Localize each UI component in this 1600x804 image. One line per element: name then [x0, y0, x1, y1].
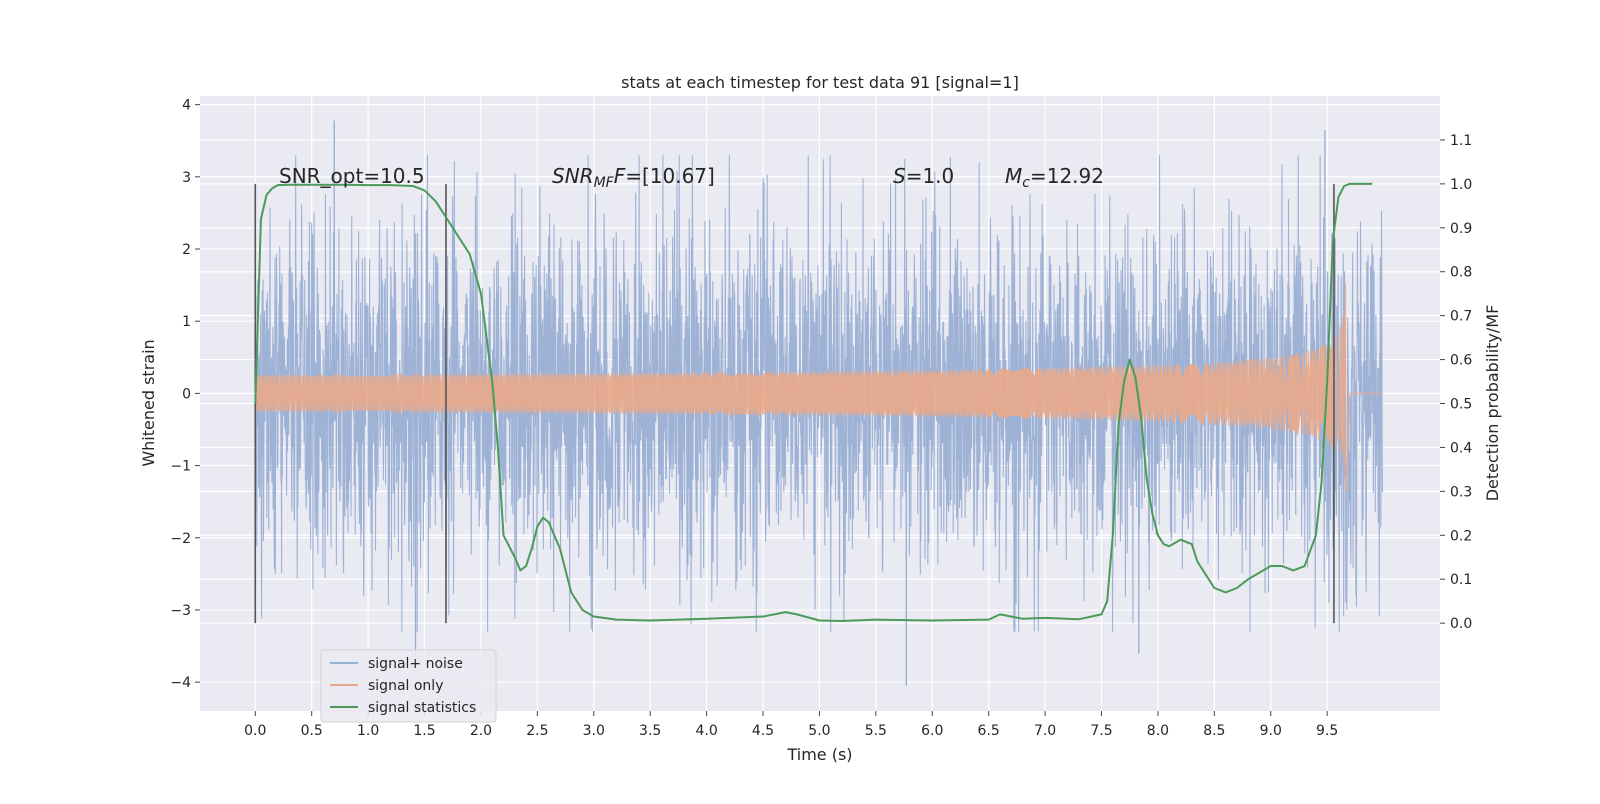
right-y-tick-label: 1.0 — [1450, 177, 1472, 193]
x-tick-label: 8.5 — [1203, 723, 1225, 739]
x-tick-label: 5.5 — [865, 723, 887, 739]
y-tick-label: −4 — [170, 675, 191, 691]
right-y-tick-label: 0.0 — [1450, 616, 1472, 632]
x-tick-label: 3.0 — [583, 723, 605, 739]
legend-label-signal-only: signal only — [368, 678, 443, 694]
x-tick-label: 6.0 — [921, 723, 943, 739]
y-tick-label: −1 — [170, 459, 191, 475]
x-tick-label: 7.0 — [1034, 723, 1056, 739]
y-tick-label: 0 — [182, 386, 191, 402]
legend: signal+ noise signal only signal statist… — [320, 649, 497, 723]
snr-mf-annotation: SNRMFF=[10.67] — [552, 164, 715, 191]
chart-title: stats at each timestep for test data 91 … — [621, 73, 1019, 92]
y-axis-ticks: −4 −3 −2 −1 0 1 2 3 4 — [170, 98, 200, 691]
mc-subscript: c — [1022, 175, 1030, 191]
right-y-tick-label: 0.1 — [1450, 572, 1472, 588]
vertical-markers — [254, 183, 1335, 624]
y-axis-label: Whitened strain — [139, 339, 158, 466]
right-y-tick-label: 0.3 — [1450, 484, 1472, 500]
x-tick-label: 5.0 — [808, 723, 830, 739]
x-tick-label: 2.5 — [526, 723, 548, 739]
x-tick-label: 2.0 — [470, 723, 492, 739]
legend-box — [320, 649, 497, 723]
y-tick-label: 3 — [182, 170, 191, 186]
right-y-tick-label: 0.4 — [1450, 440, 1472, 456]
legend-label-signal-noise: signal+ noise — [368, 656, 463, 672]
y-tick-label: −3 — [170, 603, 191, 619]
right-y-axis-ticks: 0.0 0.1 0.2 0.3 0.4 0.5 0.6 0.7 0.8 0.9 1.0 1.1 — [1440, 133, 1472, 632]
right-y-tick-label: 1.1 — [1450, 133, 1472, 149]
right-y-tick-label: 0.6 — [1450, 353, 1472, 369]
legend-label-signal-statistics: signal statistics — [368, 700, 476, 716]
x-tick-label: 1.0 — [357, 723, 379, 739]
x-tick-label: 7.5 — [1090, 723, 1112, 739]
x-tick-label: 9.5 — [1316, 723, 1338, 739]
x-tick-label: 4.0 — [695, 723, 717, 739]
snr-mf-value: =[10.67] — [625, 164, 715, 188]
x-tick-label: 6.5 — [978, 723, 1000, 739]
signal-only-series — [254, 283, 1383, 493]
right-y-tick-label: 0.5 — [1450, 397, 1472, 413]
snr-mf-f: F — [614, 164, 626, 188]
mc-annotation: Mc=12.92 — [1005, 164, 1104, 191]
mc-value: =12.92 — [1030, 164, 1104, 188]
s-value: =1.0 — [906, 164, 955, 188]
x-tick-label: 9.0 — [1260, 723, 1282, 739]
x-tick-label: 8.0 — [1147, 723, 1169, 739]
x-tick-label: 0.0 — [244, 723, 266, 739]
signal-only-line — [254, 283, 1383, 493]
x-tick-label: 4.5 — [752, 723, 774, 739]
y-tick-label: 4 — [182, 98, 191, 114]
signal-statistics-line — [254, 182, 1373, 622]
right-y-tick-label: 0.9 — [1450, 221, 1472, 237]
x-tick-label: 0.5 — [301, 723, 323, 739]
y-tick-label: 2 — [182, 242, 191, 258]
x-tick-label: 3.5 — [639, 723, 661, 739]
right-y-axis-label: Detection probability/MF — [1483, 305, 1502, 502]
s-annotation: S=1.0 — [893, 164, 954, 188]
x-axis-ticks: 0.0 0.5 1.0 1.5 2.0 2.5 3.0 3.5 4.0 4.5 5.0 5.5 6.0 6… — [244, 711, 1338, 739]
x-axis-label: Time (s) — [786, 745, 852, 764]
snr-mf-prefix: SNR — [552, 164, 594, 188]
y-tick-label: 1 — [182, 314, 191, 330]
right-y-tick-label: 0.2 — [1450, 528, 1472, 544]
y-tick-label: −2 — [170, 531, 191, 547]
snr-opt-annotation: SNR_opt=10.5 — [279, 164, 425, 188]
snr-mf-subscript: MF — [594, 175, 615, 191]
right-y-tick-label: 0.7 — [1450, 309, 1472, 325]
mc-prefix: M — [1005, 164, 1022, 188]
right-y-tick-label: 0.8 — [1450, 265, 1472, 281]
x-tick-label: 1.5 — [413, 723, 435, 739]
s-prefix: S — [893, 164, 906, 188]
signal-statistics-series — [254, 182, 1373, 622]
